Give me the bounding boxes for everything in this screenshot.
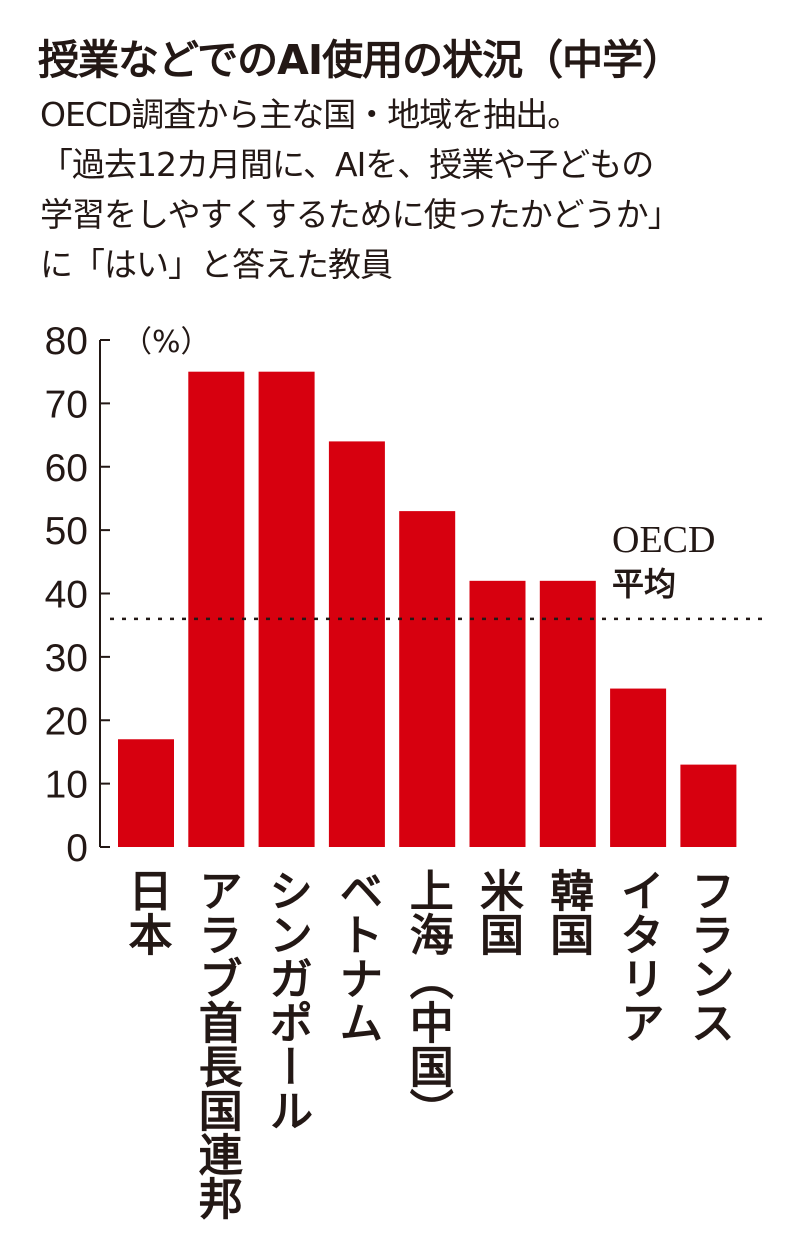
y-tick-label: 50 xyxy=(45,510,88,553)
y-tick-label: 10 xyxy=(45,764,88,807)
y-tick-label: 70 xyxy=(45,383,88,426)
chart-title: 授業などでのAI使用の状況（中学） xyxy=(38,36,683,84)
bar xyxy=(328,441,385,847)
x-category-label: フランス xyxy=(683,868,734,1044)
x-category-label: ベトナム xyxy=(331,868,382,1044)
x-category-label: イタリア xyxy=(613,868,664,1044)
bar xyxy=(539,580,596,847)
subtitle-line-3: 学習をしやすくするために使ったかどうか」 xyxy=(40,195,681,234)
y-tick-label: 20 xyxy=(45,700,88,743)
y-tick-label: 0 xyxy=(66,827,88,870)
bar xyxy=(680,764,737,847)
subtitle-line-4: に「はい」と答えた教員 xyxy=(40,245,393,284)
y-tick-label: 60 xyxy=(45,447,88,490)
y-tick-label: 40 xyxy=(45,574,88,617)
y-tick-label: 30 xyxy=(45,637,88,680)
bar xyxy=(118,739,174,847)
bar xyxy=(399,511,456,847)
oecd-average-label: OECD xyxy=(612,519,715,561)
x-category-label: 日本 xyxy=(121,868,173,956)
y-unit-label: （%） xyxy=(122,325,211,360)
bar xyxy=(469,580,526,847)
x-category-label: アラブ首長国連邦 xyxy=(191,868,243,1220)
oecd-average-label: 平均 xyxy=(612,565,676,603)
x-category-label: シンガポール xyxy=(261,868,312,1132)
x-category-label: 韓国 xyxy=(542,868,593,956)
bar xyxy=(258,371,315,847)
x-category-label: 上海（中国） xyxy=(402,868,454,1132)
x-category-label: 米国 xyxy=(472,868,524,956)
bar xyxy=(610,688,667,847)
y-tick-label: 80 xyxy=(45,320,88,363)
bar xyxy=(188,371,245,847)
subtitle-line-2: 「過去12カ月間に、AIを、授業や子どもの xyxy=(40,145,654,184)
subtitle-line-1: OECD調査から主な国・地域を抽出。 xyxy=(40,95,580,134)
